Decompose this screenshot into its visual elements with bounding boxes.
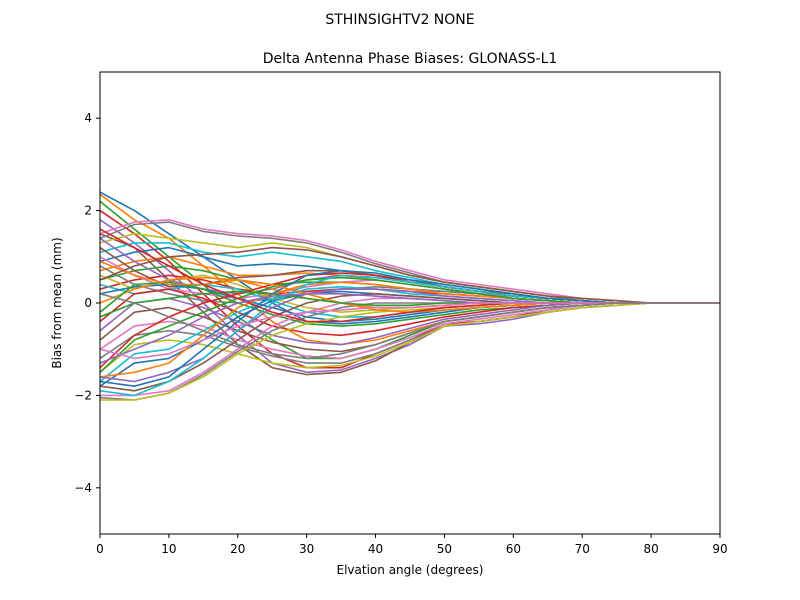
y-tick-label: −2 — [74, 388, 92, 402]
chart-suptitle: STHINSIGHTV2 NONE — [325, 12, 474, 28]
x-tick-label: 0 — [96, 542, 104, 556]
series-line-46 — [100, 246, 720, 304]
series-line-7 — [100, 219, 720, 304]
x-tick-label: 40 — [368, 542, 383, 556]
series-lines — [100, 191, 720, 401]
x-tick-label: 30 — [299, 542, 314, 556]
x-axis: 0 10 20 30 40 50 60 70 80 90 — [96, 534, 728, 556]
x-tick-label: 90 — [712, 542, 727, 556]
x-tick-label: 70 — [575, 542, 590, 556]
chart-title: Delta Antenna Phase Biases: GLONASS-L1 — [263, 51, 558, 67]
x-tick-label: 60 — [506, 542, 521, 556]
y-tick-label: 4 — [84, 111, 92, 125]
y-axis: −4 −2 0 2 4 — [74, 111, 100, 495]
x-tick-label: 20 — [230, 542, 245, 556]
y-tick-label: 0 — [84, 296, 92, 310]
x-tick-label: 80 — [643, 542, 658, 556]
series-line-29 — [100, 302, 720, 374]
x-axis-label: Elvation angle (degrees) — [337, 563, 484, 577]
series-line-48 — [100, 292, 720, 360]
y-tick-label: −4 — [74, 481, 92, 495]
x-tick-label: 10 — [161, 542, 176, 556]
y-axis-label: Bias from mean (mm) — [50, 237, 64, 368]
y-tick-label: 2 — [84, 204, 92, 218]
x-tick-label: 50 — [437, 542, 452, 556]
